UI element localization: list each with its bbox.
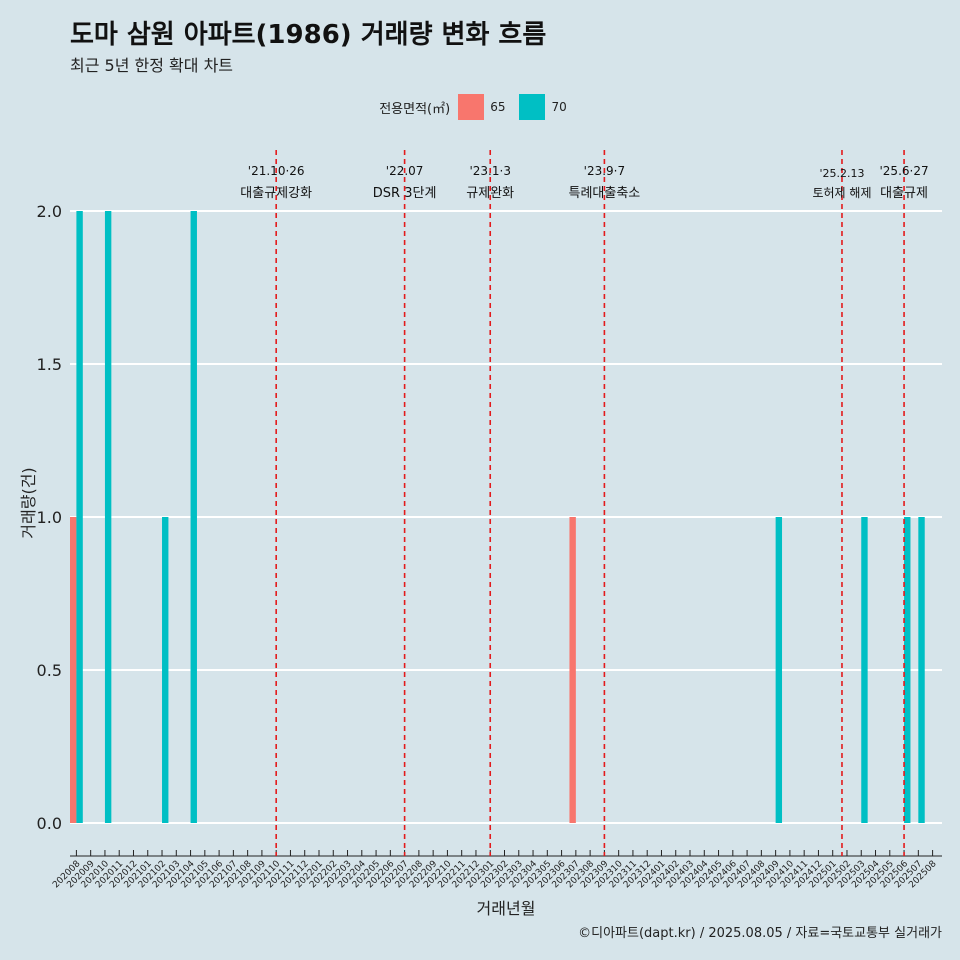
- bar-70-202102: [162, 517, 169, 823]
- event-label: DSR 3단계: [373, 186, 437, 201]
- bar-70-202506: [904, 517, 911, 823]
- event-label: 규제완화: [466, 186, 514, 201]
- bar-70-202104: [190, 211, 197, 823]
- event-label: 대출규제: [880, 186, 928, 201]
- legend-label-65: 65: [490, 100, 506, 114]
- event-label: 토허제 해제: [812, 186, 871, 200]
- bar-65-202307: [569, 517, 576, 823]
- bar-65-202008: [70, 517, 77, 823]
- bar-70-202503: [861, 517, 868, 823]
- event-label: 특례대출축소: [569, 186, 641, 201]
- event-date: '21.10·26: [248, 164, 305, 178]
- y-axis-title: 거래량(건): [19, 467, 38, 538]
- legend-title: 전용면적(㎡): [379, 101, 451, 117]
- event-date: '25.6·27: [880, 164, 929, 178]
- bar-70-202008: [76, 211, 83, 823]
- legend-key-65: [458, 94, 485, 120]
- chart-subtitle: 최근 5년 한정 확대 차트: [70, 56, 234, 75]
- event-date: '25.2.13: [819, 167, 864, 180]
- event-date: '23.1·3: [469, 164, 510, 178]
- bar-70-202010: [104, 211, 112, 823]
- legend-key-70: [519, 94, 546, 120]
- bar-70-202409: [775, 517, 783, 823]
- x-axis-title: 거래년월: [477, 899, 536, 918]
- event-date: '23.9·7: [584, 164, 625, 178]
- y-tick-label: 2.0: [37, 202, 62, 221]
- y-tick-label: 1.5: [37, 355, 62, 374]
- bar-70-202507: [918, 517, 925, 823]
- legend-label-70: 70: [551, 100, 567, 114]
- y-tick-label: 0.0: [37, 814, 62, 833]
- event-date: '22.07: [386, 164, 424, 178]
- y-tick-label: 0.5: [37, 661, 62, 680]
- chart-title: 도마 삼원 아파트(1986) 거래량 변화 흐름: [70, 20, 547, 50]
- footer-credit: ©디아파트(dapt.kr) / 2025.08.05 / 자료=국토교통부 실…: [578, 926, 942, 941]
- legend: 전용면적(㎡) 65 70: [0, 93, 960, 121]
- event-label: 대출규제강화: [240, 186, 312, 201]
- y-tick-label: 1.0: [37, 508, 62, 527]
